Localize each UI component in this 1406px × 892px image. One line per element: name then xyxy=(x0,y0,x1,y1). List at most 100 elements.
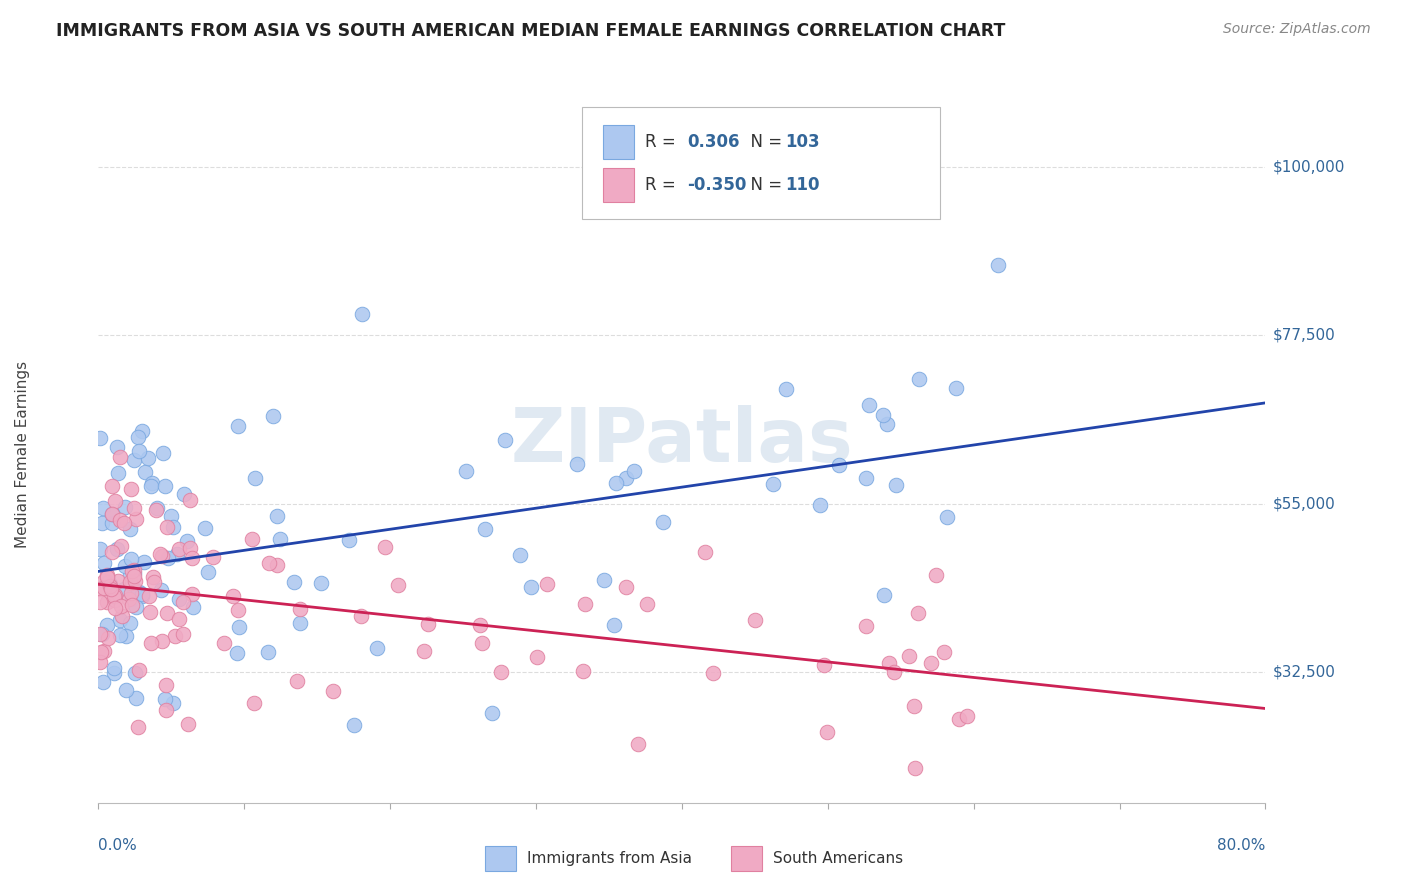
Point xyxy=(115,683,138,698)
Point xyxy=(288,616,311,631)
Point xyxy=(118,568,141,582)
Point xyxy=(179,541,201,555)
Point xyxy=(108,450,131,465)
Point xyxy=(240,532,263,546)
Point xyxy=(105,441,128,455)
Point xyxy=(471,636,494,650)
Point xyxy=(945,381,967,395)
Text: $32,500: $32,500 xyxy=(1272,665,1336,680)
Point xyxy=(103,589,125,603)
Point xyxy=(128,585,150,599)
Point xyxy=(571,664,593,678)
Point xyxy=(876,417,898,431)
Point xyxy=(89,582,111,596)
Point xyxy=(162,697,184,711)
Point xyxy=(139,605,162,619)
Point xyxy=(225,646,247,660)
Point xyxy=(139,479,162,493)
Point xyxy=(103,661,125,675)
Point xyxy=(904,761,927,775)
Point xyxy=(125,512,148,526)
Point xyxy=(177,716,200,731)
Point xyxy=(858,398,880,412)
Point xyxy=(290,601,312,615)
Text: ZIPatlas: ZIPatlas xyxy=(510,404,853,477)
Point xyxy=(132,555,155,569)
Point xyxy=(702,666,724,681)
Point xyxy=(155,678,177,692)
Point xyxy=(91,675,114,690)
Point xyxy=(108,628,131,642)
Point xyxy=(173,487,195,501)
Point xyxy=(695,544,717,558)
Point xyxy=(114,629,136,643)
Point xyxy=(179,493,201,508)
Point xyxy=(128,663,150,677)
Point xyxy=(418,616,440,631)
Point xyxy=(412,644,434,658)
Point xyxy=(243,696,266,710)
Point xyxy=(935,510,957,524)
Point xyxy=(343,718,366,732)
Point xyxy=(143,575,166,590)
Point xyxy=(176,534,198,549)
Point xyxy=(828,458,851,472)
Point xyxy=(574,597,596,611)
Point xyxy=(121,564,143,578)
Point xyxy=(153,479,176,493)
Point xyxy=(150,634,173,648)
Point xyxy=(920,656,942,670)
Point xyxy=(259,556,281,570)
Point xyxy=(775,382,797,396)
Text: $55,000: $55,000 xyxy=(1272,496,1336,511)
Point xyxy=(744,613,766,627)
Point xyxy=(131,587,153,601)
Point xyxy=(813,658,835,673)
Text: R =: R = xyxy=(645,177,681,194)
Point xyxy=(122,564,145,578)
Point xyxy=(879,657,901,671)
Point xyxy=(872,588,894,602)
Point xyxy=(142,570,165,584)
Point xyxy=(481,706,503,721)
Point xyxy=(152,446,174,460)
Point xyxy=(120,552,142,566)
Point xyxy=(93,556,115,570)
Point xyxy=(652,516,675,530)
Point xyxy=(167,612,190,626)
Point xyxy=(162,520,184,534)
Point xyxy=(107,466,129,480)
Text: 110: 110 xyxy=(786,177,820,194)
Point xyxy=(149,547,172,561)
Point xyxy=(283,574,305,589)
Point xyxy=(256,645,278,659)
Point xyxy=(104,593,127,607)
Point xyxy=(592,573,614,587)
Point xyxy=(90,516,112,530)
Point xyxy=(124,500,146,515)
Point xyxy=(97,575,120,590)
Point xyxy=(89,627,111,641)
Point xyxy=(474,522,496,536)
Point xyxy=(93,644,115,658)
Point xyxy=(614,580,637,594)
Text: 0.306: 0.306 xyxy=(688,133,740,152)
Text: 80.0%: 80.0% xyxy=(1218,838,1265,854)
Point xyxy=(134,465,156,479)
Point xyxy=(112,582,135,597)
Point xyxy=(456,464,478,478)
Point xyxy=(114,516,136,531)
Point xyxy=(89,431,111,445)
Text: Immigrants from Asia: Immigrants from Asia xyxy=(527,851,692,865)
Point xyxy=(111,609,134,624)
Text: 0.0%: 0.0% xyxy=(98,838,138,854)
Point xyxy=(141,476,163,491)
Point xyxy=(262,409,284,424)
Point xyxy=(269,533,291,547)
Point xyxy=(907,606,929,620)
Point xyxy=(374,540,396,554)
Point xyxy=(93,581,115,595)
Point xyxy=(136,451,159,466)
Point xyxy=(163,629,186,643)
Text: -0.350: -0.350 xyxy=(688,177,747,194)
